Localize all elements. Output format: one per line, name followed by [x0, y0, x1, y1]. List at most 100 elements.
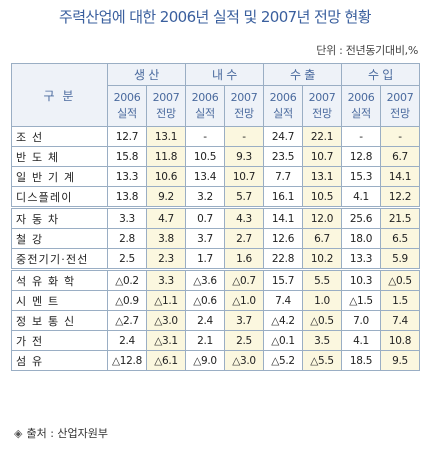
- value-cell: 10.6: [146, 166, 186, 187]
- value-cell: △0.2: [107, 269, 147, 291]
- value-cell: 5.9: [380, 248, 420, 271]
- value-cell: 1.0: [302, 290, 342, 311]
- row-label: 가 전: [11, 330, 108, 351]
- value-cell: 1.6: [224, 248, 264, 271]
- value-cell: 2.3: [146, 248, 186, 271]
- value-cell: 1.7: [185, 248, 225, 271]
- row-label: 자 동 차: [11, 207, 108, 229]
- table-row: 정 보 통 신 △2.7 △3.0 2.4 3.7 △4.2 △0.5 7.0 7.4: [11, 310, 420, 331]
- table-row: 시 멘 트 △0.9 △1.1 △0.6 △1.0 7.4 1.0 △1.5 1.5: [11, 290, 420, 311]
- group-header-production: 생 산: [107, 63, 186, 86]
- value-cell: △3.0: [224, 350, 264, 371]
- value-cell: △0.6: [185, 290, 225, 311]
- row-label: 반 도 체: [11, 146, 108, 167]
- value-cell: 7.4: [380, 310, 420, 331]
- value-cell: 3.3: [146, 269, 186, 291]
- value-cell: 9.3: [224, 146, 264, 167]
- value-cell: 3.5: [302, 330, 342, 351]
- table-row: 중전기기·전선 2.5 2.3 1.7 1.6 22.8 10.2 13.3 5.9: [11, 248, 420, 271]
- value-cell: △1.5: [341, 290, 381, 311]
- subheader-cell: 2006 실적: [107, 85, 147, 127]
- value-cell: 13.3: [107, 166, 147, 187]
- value-cell: 10.5: [302, 186, 342, 209]
- table-row: 철 강 2.8 3.8 3.7 2.7 12.6 6.7 18.0 6.5: [11, 228, 420, 249]
- value-cell: 1.5: [380, 290, 420, 311]
- value-cell: 12.0: [302, 207, 342, 229]
- value-cell: -: [341, 126, 381, 147]
- subheader-cell: 2006 실적: [185, 85, 225, 127]
- value-cell: 10.3: [341, 269, 381, 291]
- value-cell: 14.1: [380, 166, 420, 187]
- subheader-year: 2006: [113, 91, 141, 104]
- value-cell: 2.4: [107, 330, 147, 351]
- subheader-year: 2006: [191, 91, 219, 104]
- subheader-kind: 실적: [195, 107, 215, 120]
- page-title: 주력산업에 대한 2006년 실적 및 2007년 전망 현황: [59, 8, 372, 26]
- subheader-year: 2006: [269, 91, 297, 104]
- value-cell: -: [185, 126, 225, 147]
- value-cell: 6.7: [380, 146, 420, 167]
- value-cell: 3.8: [146, 228, 186, 249]
- value-cell: △1.0: [224, 290, 264, 311]
- subheader-cell: 2007 전망: [380, 85, 420, 127]
- value-cell: △0.7: [224, 269, 264, 291]
- value-cell: 10.2: [302, 248, 342, 271]
- value-cell: 12.7: [107, 126, 147, 147]
- value-cell: 2.7: [224, 228, 264, 249]
- row-label: 정 보 통 신: [11, 310, 108, 331]
- value-cell: 25.6: [341, 207, 381, 229]
- value-cell: 12.2: [380, 186, 420, 209]
- value-cell: △5.5: [302, 350, 342, 371]
- value-cell: 2.4: [185, 310, 225, 331]
- source-text: 출처 : 산업자원부: [26, 427, 109, 440]
- value-cell: 10.7: [302, 146, 342, 167]
- value-cell: △4.2: [263, 310, 303, 331]
- value-cell: 9.2: [146, 186, 186, 209]
- value-cell: △2.7: [107, 310, 147, 331]
- value-cell: 15.7: [263, 269, 303, 291]
- subheader-year: 2007: [230, 91, 258, 104]
- table-row: 디스플레이 13.8 9.2 3.2 5.7 16.1 10.5 4.1 12.2: [11, 186, 420, 209]
- value-cell: 7.0: [341, 310, 381, 331]
- group-header-domestic-demand: 내 수: [185, 63, 264, 86]
- value-cell: 3.7: [224, 310, 264, 331]
- value-cell: 22.8: [263, 248, 303, 271]
- value-cell: △1.1: [146, 290, 186, 311]
- value-cell: 10.7: [224, 166, 264, 187]
- value-cell: 16.1: [263, 186, 303, 209]
- value-cell: △0.9: [107, 290, 147, 311]
- value-cell: △3.6: [185, 269, 225, 291]
- value-cell: -: [380, 126, 420, 147]
- value-cell: -: [224, 126, 264, 147]
- value-cell: 2.8: [107, 228, 147, 249]
- value-cell: 15.8: [107, 146, 147, 167]
- value-cell: △0.1: [263, 330, 303, 351]
- value-cell: △3.1: [146, 330, 186, 351]
- table-row: 석 유 화 학 △0.2 3.3 △3.6 △0.7 15.7 5.5 10.3 △0.5: [11, 269, 420, 291]
- value-cell: 10.5: [185, 146, 225, 167]
- value-cell: 9.5: [380, 350, 420, 371]
- value-cell: △0.5: [380, 269, 420, 291]
- row-label: 디스플레이: [11, 186, 108, 209]
- table-row: 자 동 차 3.3 4.7 0.7 4.3 14.1 12.0 25.6 21.5: [11, 207, 420, 229]
- subheader-kind: 전망: [234, 107, 254, 120]
- subheader-cell: 2007 전망: [146, 85, 186, 127]
- value-cell: 15.3: [341, 166, 381, 187]
- row-label: 철 강: [11, 228, 108, 249]
- value-cell: 4.7: [146, 207, 186, 229]
- value-cell: 0.7: [185, 207, 225, 229]
- value-cell: 24.7: [263, 126, 303, 147]
- value-cell: 11.8: [146, 146, 186, 167]
- value-cell: 6.7: [302, 228, 342, 249]
- value-cell: 13.1: [302, 166, 342, 187]
- value-cell: 12.6: [263, 228, 303, 249]
- value-cell: 21.5: [380, 207, 420, 229]
- subheader-kind: 실적: [117, 107, 137, 120]
- subheader-year: 2007: [386, 91, 414, 104]
- row-label: 일 반 기 계: [11, 166, 108, 187]
- value-cell: 2.1: [185, 330, 225, 351]
- value-cell: 13.8: [107, 186, 147, 209]
- subheader-year: 2007: [308, 91, 336, 104]
- diamond-bullet-icon: ◈: [14, 427, 23, 440]
- value-cell: △9.0: [185, 350, 225, 371]
